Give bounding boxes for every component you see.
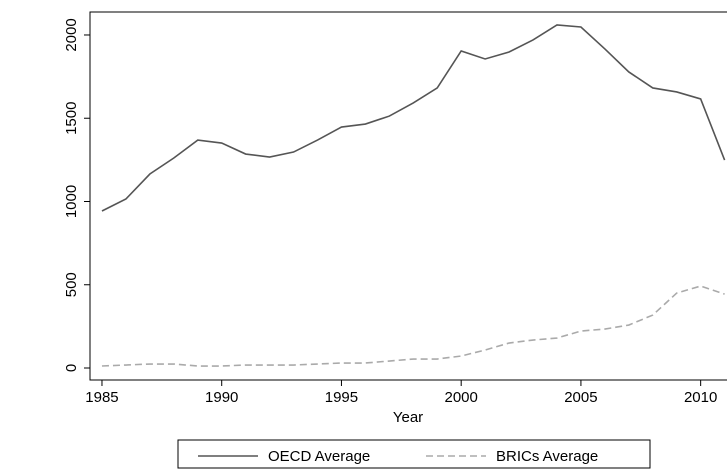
x-tick-label: 2005 bbox=[564, 389, 597, 406]
x-axis-title: Year bbox=[393, 409, 423, 426]
y-tick-label: 500 bbox=[63, 272, 80, 297]
legend-box bbox=[177, 439, 651, 469]
plot-frame bbox=[89, 11, 727, 381]
legend-label: OECD Average bbox=[268, 448, 370, 465]
y-tick-label: 1500 bbox=[63, 102, 80, 135]
x-tick-label: 1990 bbox=[205, 389, 238, 406]
legend-label: BRICs Average bbox=[496, 448, 598, 465]
x-tick-label: 2010 bbox=[684, 389, 717, 406]
y-tick-label: 1000 bbox=[63, 185, 80, 218]
x-tick-label: 1995 bbox=[325, 389, 358, 406]
y-tick-label: 0 bbox=[63, 364, 80, 372]
series-line bbox=[101, 24, 726, 212]
y-tick-label: 2000 bbox=[63, 18, 80, 51]
series-line bbox=[101, 285, 725, 367]
x-tick-label: 1985 bbox=[85, 389, 118, 406]
x-tick-label: 2000 bbox=[444, 389, 477, 406]
